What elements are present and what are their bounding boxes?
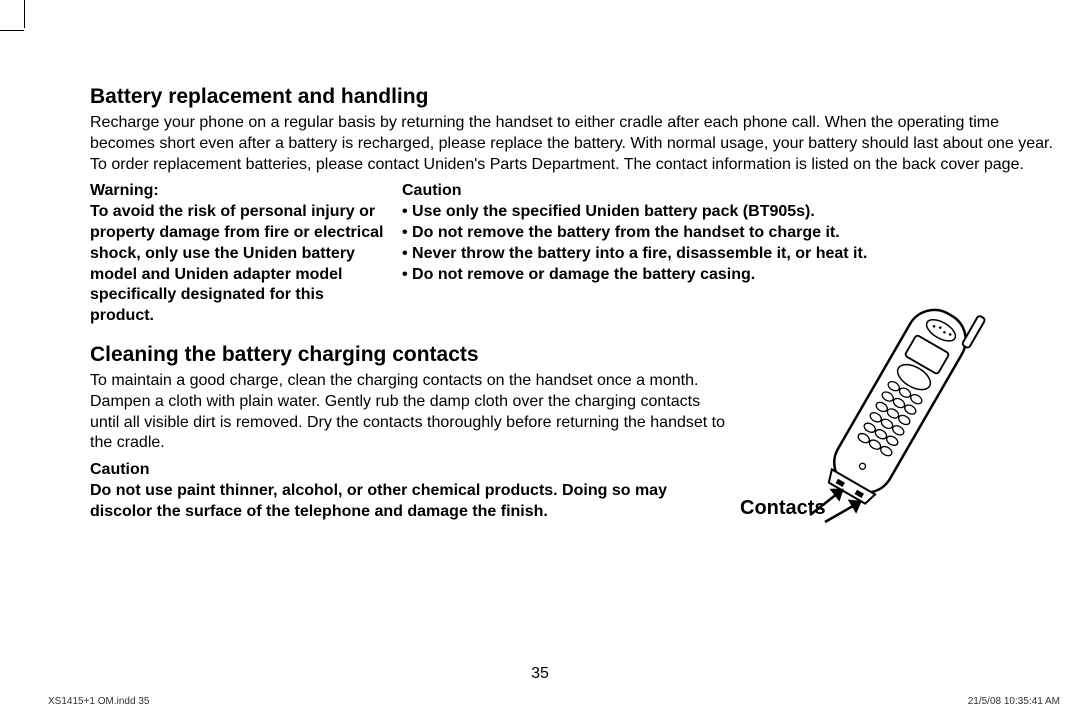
crop-mark-horizontal	[0, 30, 24, 31]
caution-item: Never throw the battery into a fire, dis…	[402, 244, 1060, 265]
contacts-label: Contacts	[740, 497, 826, 520]
manual-page: Battery replacement and handling Recharg…	[0, 0, 1080, 717]
caution-list: Use only the specified Uniden battery pa…	[402, 202, 1060, 285]
handset-illustration: Contacts	[770, 290, 1020, 530]
warning-column: Warning: To avoid the risk of personal i…	[90, 181, 390, 327]
crop-mark-vertical	[24, 0, 25, 28]
section2-body: To maintain a good charge, clean the cha…	[90, 371, 730, 454]
caution-item: Do not remove or damage the battery casi…	[402, 265, 1060, 286]
caution-item: Use only the specified Uniden battery pa…	[402, 202, 1060, 223]
section1-heading: Battery replacement and handling	[90, 85, 1060, 109]
footer-right: 21/5/08 10:35:41 AM	[968, 696, 1060, 707]
page-number: 35	[0, 665, 1080, 683]
section1-body: Recharge your phone on a regular basis b…	[90, 113, 1060, 175]
section2-caution-text: Do not use paint thinner, alcohol, or ot…	[90, 481, 730, 523]
cleaning-text-block: To maintain a good charge, clean the cha…	[90, 371, 730, 523]
footer-left: XS1415+1 OM.indd 35	[48, 696, 149, 707]
caution-item: Do not remove the battery from the hands…	[402, 223, 1060, 244]
warning-text: To avoid the risk of personal injury or …	[90, 202, 390, 327]
section2-caution-label: Caution	[90, 460, 730, 481]
caution-label: Caution	[402, 181, 1060, 202]
warning-label: Warning:	[90, 181, 390, 202]
phone-icon	[770, 290, 1020, 530]
